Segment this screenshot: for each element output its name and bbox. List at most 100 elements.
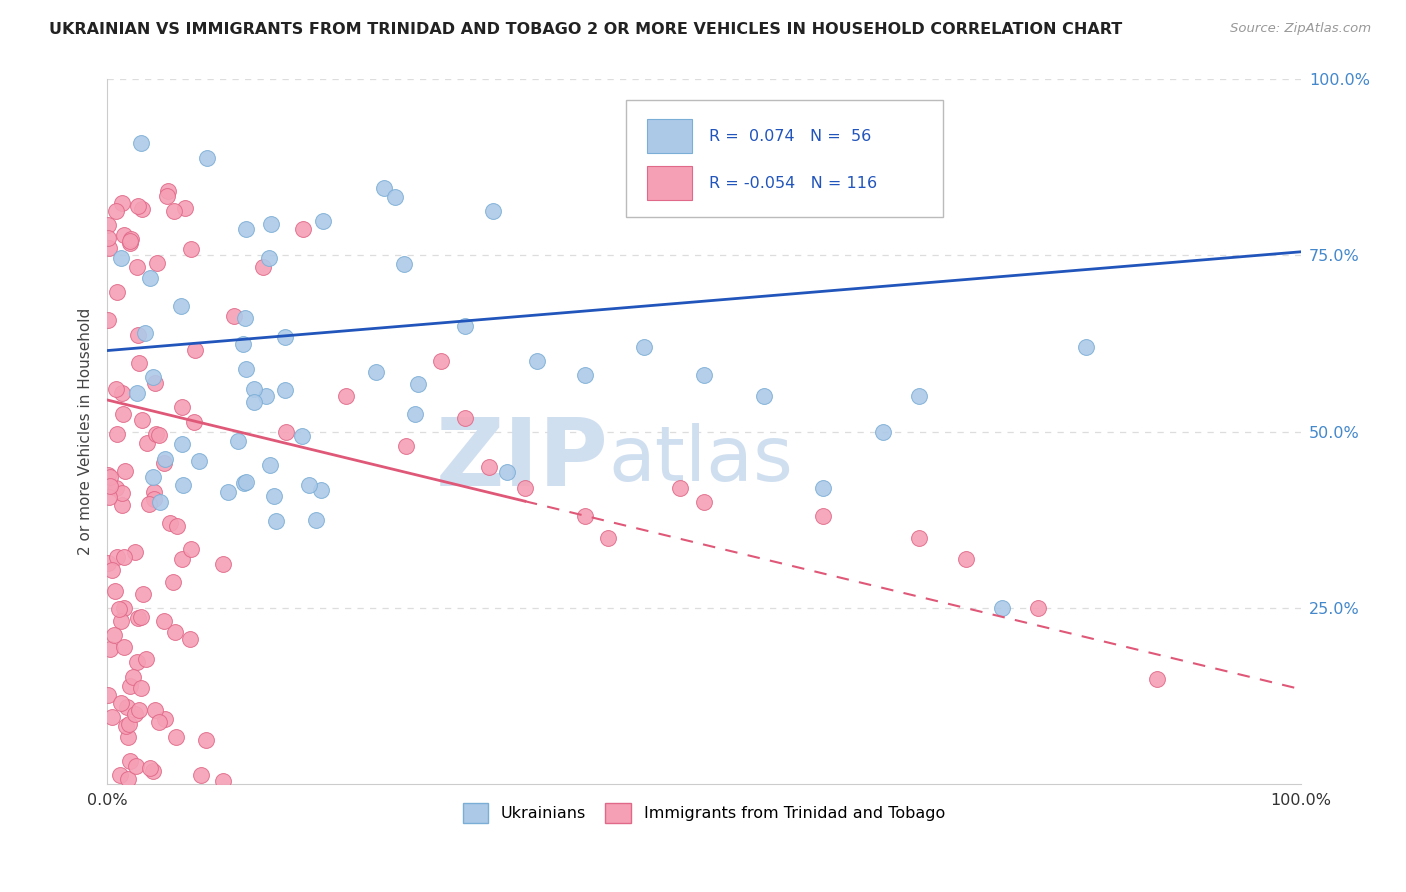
Point [125,260,148,274]
Point [235,361,257,376]
Point [142,491,165,506]
Point [129,136,152,151]
Point [232,336,254,351]
Point [305,513,328,527]
Point [98,479,121,493]
Point [298,478,321,492]
Point [991,601,1014,615]
Point [115,700,138,714]
Point [165,625,187,640]
Point [114,464,136,478]
Point [104,583,127,598]
Point [108,768,131,782]
Point [170,436,193,450]
Point [156,184,179,198]
Point [633,340,655,354]
Point [291,429,314,443]
Text: UKRAINIAN VS IMMIGRANTS FROM TRINIDAD AND TOBAGO 2 OR MORE VEHICLES IN HOUSEHOLD: UKRAINIAN VS IMMIGRANTS FROM TRINIDAD AN… [49,22,1122,37]
Point [454,410,477,425]
Point [142,370,165,384]
Point [669,481,692,495]
Point [153,456,176,470]
Point [125,759,148,773]
Point [127,327,149,342]
Point [259,217,281,231]
Point [156,189,179,203]
Point [811,481,834,495]
Point [811,509,834,524]
Point [252,260,274,274]
Point [105,550,128,565]
Point [257,251,280,265]
Text: Source: ZipAtlas.com: Source: ZipAtlas.com [1230,22,1371,36]
Point [752,389,775,403]
Point [112,227,135,242]
Point [127,385,149,400]
Point [105,204,128,219]
Point [392,257,415,271]
Point [105,285,128,300]
Point [127,611,149,625]
Point [111,498,134,512]
Point [309,483,332,497]
Point [112,640,135,654]
Point [107,602,129,616]
Point [143,376,166,391]
Text: R = -0.054   N = 116: R = -0.054 N = 116 [709,176,877,191]
Point [110,614,132,628]
Point [232,476,254,491]
Point [212,557,235,571]
Point [97,468,120,483]
Point [478,460,501,475]
Point [97,313,120,327]
FancyBboxPatch shape [626,100,942,217]
Point [212,773,235,788]
Point [404,407,426,421]
Point [148,715,170,730]
Point [364,365,387,379]
Point [149,495,172,509]
Point [118,234,141,248]
Point [242,395,264,409]
Point [127,199,149,213]
Point [1146,672,1168,686]
Point [907,531,929,545]
Point [1026,601,1049,615]
Point [97,557,120,571]
Point [101,709,124,723]
Point [118,679,141,693]
Point [394,439,416,453]
Point [128,703,150,717]
Point [100,564,122,578]
Point [97,231,120,245]
Point [112,407,135,421]
Point [172,552,194,566]
Bar [647,120,692,153]
Point [139,761,162,775]
Point [136,435,159,450]
Point [495,465,517,479]
Point [122,670,145,684]
Point [98,241,121,255]
Point [195,151,218,165]
Point [693,368,716,383]
Point [190,768,212,782]
Point [179,632,201,646]
Point [264,515,287,529]
Point [100,641,122,656]
Point [112,601,135,615]
Point [145,427,167,442]
Point [228,434,250,449]
Point [125,655,148,669]
Point [598,531,620,545]
Point [153,712,176,726]
Point [243,382,266,396]
Text: ZIP: ZIP [436,414,609,506]
Point [955,551,977,566]
Point [142,764,165,779]
Point [120,232,142,246]
Point [135,652,157,666]
Point [430,354,453,368]
Point [118,716,141,731]
Point [117,772,139,786]
